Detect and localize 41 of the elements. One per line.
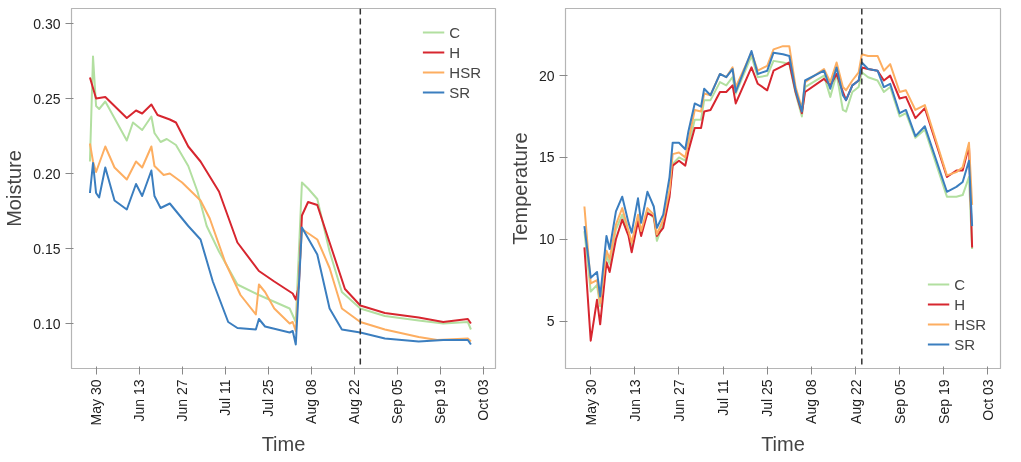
x-tick-label: Sep 19: [935, 379, 952, 424]
legend-label: SR: [449, 83, 471, 101]
x-tick-label: Jun 27: [174, 379, 191, 422]
legend-label: H: [954, 295, 967, 313]
x-tick-label: Oct 03: [979, 379, 996, 421]
x-tick-label: Sep 19: [432, 379, 449, 424]
x-tick-label: Aug 22: [346, 379, 363, 424]
legend-label: C: [449, 23, 462, 41]
legend-label: H: [449, 43, 462, 61]
x-tick-label: Jul 25: [759, 379, 776, 417]
x-tick-label: Jul 11: [217, 379, 234, 416]
y-tick-label: 20: [538, 67, 555, 84]
x-tick-label: Jun 13: [131, 379, 148, 422]
legend-label: HSR: [449, 63, 481, 81]
x-tick-label: Jun 27: [670, 379, 687, 422]
x-tick-label: Jul 25: [260, 379, 277, 417]
x-tick-label: Oct 03: [475, 379, 492, 421]
x-axis-title: Time: [761, 433, 805, 456]
y-tick-label: 0.30: [33, 15, 61, 32]
y-axis-title: Temperature: [508, 132, 531, 245]
y-tick-label: 0.20: [33, 165, 61, 182]
x-tick-label: May 30: [88, 379, 105, 426]
y-tick-label: 15: [538, 149, 555, 166]
x-tick-label: Jul 11: [715, 379, 732, 416]
legend-label: C: [954, 275, 967, 293]
x-tick-label: Sep 05: [891, 379, 908, 424]
y-tick-label: 10: [538, 231, 555, 248]
y-tick-label: 0.15: [33, 240, 61, 257]
x-axis-title: Time: [261, 433, 306, 456]
y-tick-label: 5: [546, 313, 555, 330]
x-tick-label: Aug 08: [803, 379, 820, 424]
x-tick-label: Jun 13: [626, 379, 643, 422]
x-tick-label: Sep 05: [389, 379, 406, 424]
y-tick-label: 0.10: [33, 315, 61, 332]
x-tick-label: Aug 08: [303, 379, 320, 424]
legend-label: SR: [954, 335, 976, 353]
y-tick-label: 0.25: [33, 90, 61, 107]
y-axis-title: Moisture: [3, 150, 26, 227]
x-tick-label: May 30: [582, 379, 599, 426]
x-tick-label: Aug 22: [847, 379, 864, 424]
legend-label: HSR: [954, 315, 986, 333]
